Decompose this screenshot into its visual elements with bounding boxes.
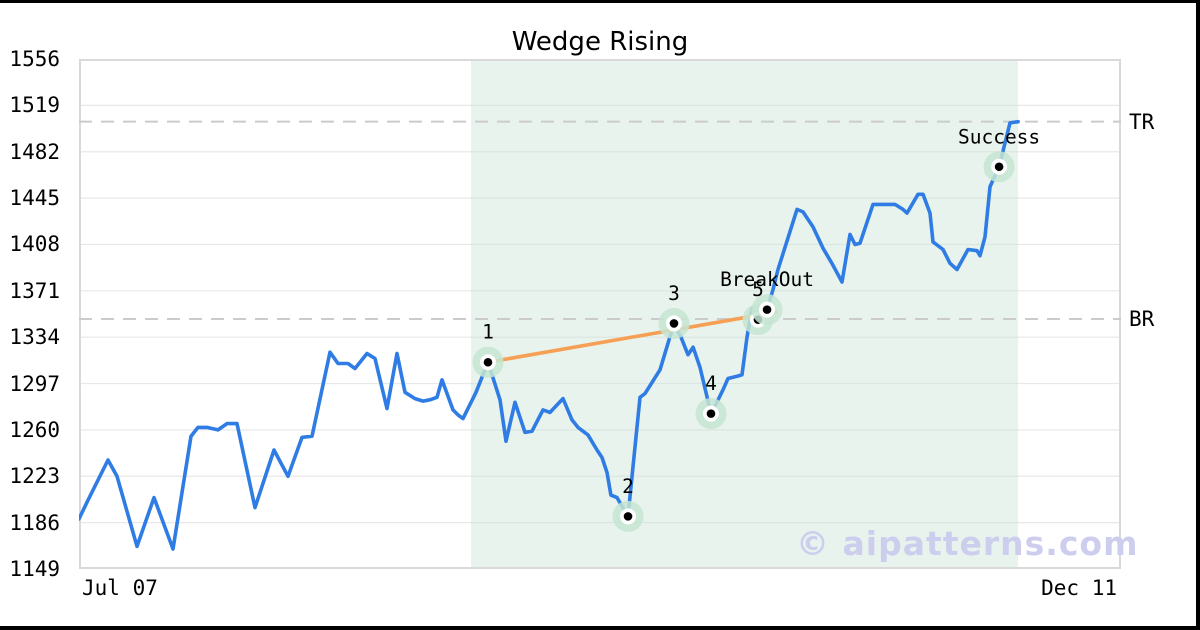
- y-axis-tick: 1186: [9, 510, 60, 535]
- y-axis-tick: 1408: [9, 232, 60, 257]
- marker-dot-success: [994, 162, 1004, 172]
- side-label-tr: TR: [1129, 109, 1155, 134]
- y-axis-tick: 1223: [9, 464, 60, 489]
- annotation-label-success: Success: [958, 125, 1040, 148]
- side-label-br: BR: [1129, 307, 1155, 331]
- plot-area: 1 2 3 4 5 BreakOut Success: [79, 59, 1121, 569]
- y-axis-tick: 1149: [9, 557, 60, 581]
- annotation-label-5: 5: [752, 278, 764, 301]
- screenshot-border-right: [1196, 0, 1200, 630]
- screenshot-border-top: [0, 0, 1200, 3]
- y-axis-tick: 1445: [9, 186, 60, 211]
- screenshot-border-bottom: [0, 626, 1200, 630]
- x-axis-tick-right: Dec 11: [1041, 576, 1117, 600]
- marker-dot-breakout: [762, 305, 772, 314]
- x-axis-tick-left: Jul 07: [82, 576, 158, 600]
- trendline: [486, 310, 778, 365]
- y-axis-tick: 1556: [9, 47, 60, 71]
- watermark: © aipatterns.com: [796, 524, 1139, 563]
- y-axis-tick: 1334: [9, 325, 60, 350]
- marker-dot-4: [706, 409, 716, 418]
- annotation-label-4: 4: [705, 372, 717, 395]
- y-axis-tick: 1519: [9, 93, 60, 118]
- marker-dot-2: [623, 512, 633, 521]
- y-axis-tick: 1260: [9, 417, 60, 442]
- marker-dot-3: [669, 319, 679, 328]
- y-axis-tick: 1371: [9, 278, 60, 303]
- annotation-label-breakout: BreakOut: [720, 268, 814, 291]
- marker-dot-1: [483, 357, 493, 367]
- plot-frame: [79, 59, 1121, 569]
- annotation-label-1: 1: [482, 321, 494, 344]
- annotation-label-2: 2: [622, 475, 634, 498]
- y-axis-tick: 1482: [9, 139, 60, 164]
- y-axis-tick: 1297: [9, 371, 60, 396]
- chart-title: Wedge Rising: [511, 27, 689, 57]
- annotation-label-3: 3: [668, 282, 680, 305]
- price-line: [79, 119, 1020, 551]
